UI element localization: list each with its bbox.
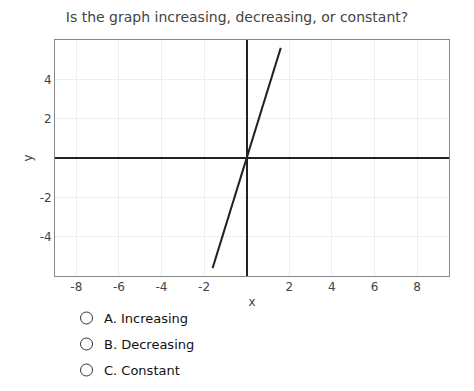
- svg-text:A. Increasing: A. Increasing: [104, 311, 188, 326]
- svg-text:4: 4: [44, 73, 52, 87]
- svg-text:B. Decreasing: B. Decreasing: [104, 337, 194, 352]
- svg-text:-8: -8: [70, 280, 82, 294]
- svg-text:-2: -2: [198, 280, 210, 294]
- svg-text:2: 2: [44, 112, 52, 126]
- svg-text:-4: -4: [40, 230, 52, 244]
- svg-text:x: x: [248, 295, 255, 309]
- svg-text:8: 8: [413, 280, 421, 294]
- svg-text:4: 4: [328, 280, 336, 294]
- svg-text:6: 6: [371, 280, 379, 294]
- svg-text:-4: -4: [156, 280, 168, 294]
- svg-text:-6: -6: [113, 280, 125, 294]
- svg-text:y: y: [21, 154, 35, 161]
- svg-text:-2: -2: [40, 191, 52, 205]
- svg-text:Is the graph increasing, decre: Is the graph increasing, decreasing, or …: [66, 9, 408, 25]
- svg-text:2: 2: [285, 280, 293, 294]
- svg-text:C. Constant: C. Constant: [104, 363, 180, 378]
